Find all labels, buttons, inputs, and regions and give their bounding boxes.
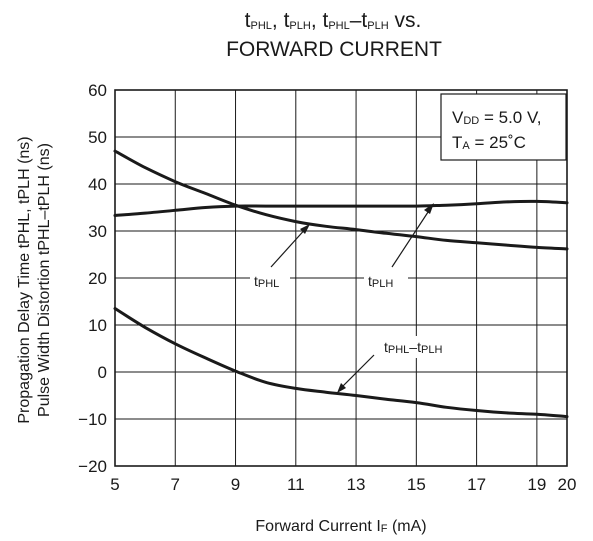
y-tick-label: 50 — [88, 128, 107, 147]
leader-tphl — [270, 225, 309, 268]
series-line-tplh — [113, 199, 569, 217]
condition-vdd: VDD = 5.0 V, — [452, 108, 541, 127]
x-tick-label: 15 — [407, 475, 426, 494]
chart-title-line2: FORWARD CURRENT — [226, 38, 442, 61]
label-tplh: tPLH — [368, 273, 393, 290]
tick-labels: 5 7 9 11 13 15 17 19 20 60 50 40 30 20 10 0 −10 −20 — [78, 81, 576, 494]
arrowhead-tphl — [300, 224, 310, 234]
y-tick-label: 10 — [88, 316, 107, 335]
x-axis-label: Forward Current IF (mA) — [255, 518, 426, 535]
x-tick-label: 7 — [171, 475, 180, 494]
x-tick-label: 11 — [287, 475, 305, 494]
y-tick-label: 0 — [98, 363, 107, 382]
label-bg-tdiff — [380, 336, 470, 358]
series-curves — [113, 149, 569, 419]
y-tick-label: 60 — [88, 81, 107, 100]
label-bg-tplh — [364, 270, 408, 290]
arrowhead-tplh — [424, 203, 434, 214]
plot-frame — [114, 89, 568, 467]
x-tick-label: 13 — [347, 475, 366, 494]
x-tick-label: 9 — [231, 475, 240, 494]
y-axis-label-line2: Pulse Width Distortion tPHL–tPLH (ns) — [36, 143, 53, 417]
condition-ta: TA = 25˚C — [452, 133, 526, 152]
y-tick-label: −20 — [78, 457, 107, 476]
y-axis-label-line1: Propagation Delay Time tPHL, tPLH (ns) — [16, 136, 33, 423]
x-tick-label: 19 — [527, 475, 546, 494]
leader-tdiff — [338, 354, 375, 391]
x-tick-label: 5 — [110, 475, 119, 494]
leader-tplh — [391, 205, 433, 268]
label-tphl: tPHL — [254, 273, 279, 290]
y-tick-label: 20 — [88, 269, 107, 288]
label-bg-tphl — [250, 270, 290, 290]
y-tick-label: 30 — [88, 222, 107, 241]
series-line-tphl — [113, 149, 569, 251]
label-tdiff: tPHL–tPLH — [384, 339, 442, 356]
y-tick-label: 40 — [88, 175, 107, 194]
chart-title-line1: tPHL, tPLH, tPHL–tPLH vs. — [245, 9, 422, 32]
x-tick-label: 17 — [467, 475, 486, 494]
conditions-box — [440, 93, 567, 161]
arrowhead-tdiff — [337, 383, 346, 393]
x-tick-label: 20 — [558, 475, 577, 494]
series-line-tphl-tplh — [113, 307, 569, 419]
y-tick-label: −10 — [78, 410, 107, 429]
